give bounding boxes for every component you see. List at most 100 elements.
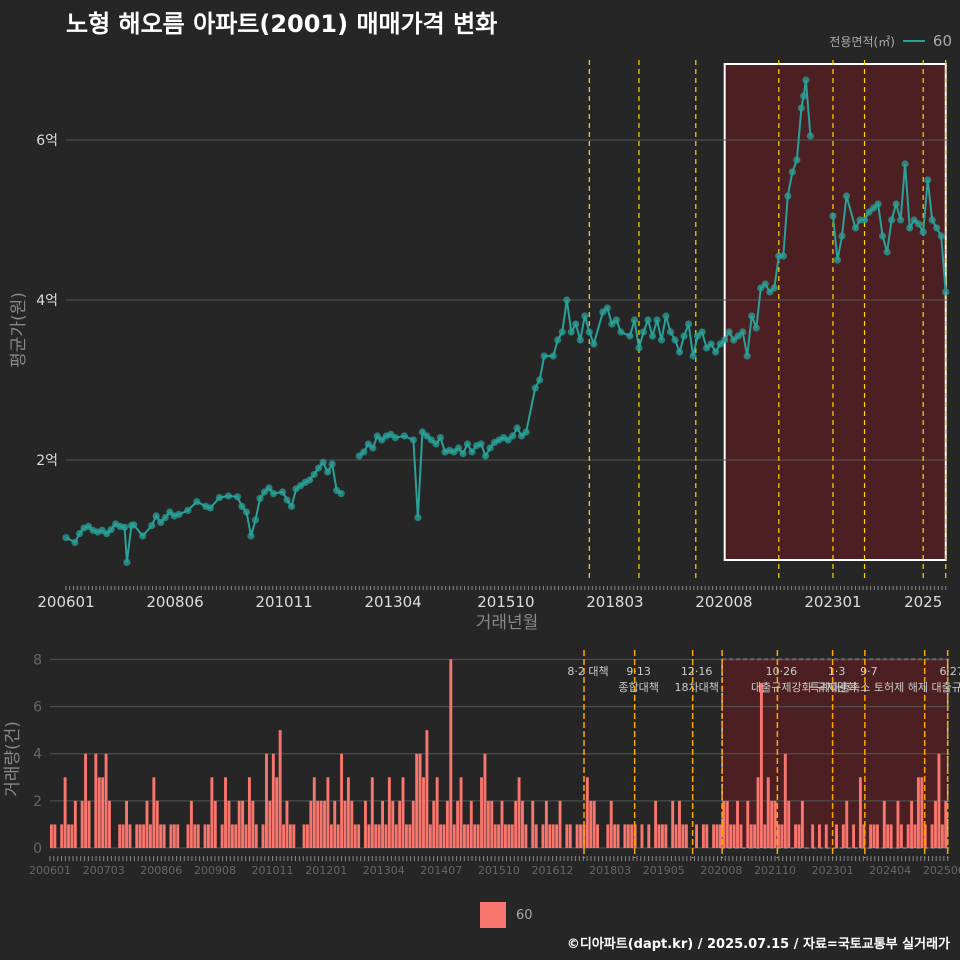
volume-bar bbox=[418, 753, 422, 848]
x-tick-label-volume: 200703 bbox=[83, 864, 125, 877]
price-point bbox=[123, 558, 131, 567]
price-point bbox=[635, 344, 643, 352]
price-point bbox=[576, 336, 584, 344]
volume-bar bbox=[316, 800, 320, 848]
volume-bar bbox=[729, 824, 733, 848]
volume-bar bbox=[521, 800, 524, 848]
price-point bbox=[644, 316, 652, 324]
volume-bar bbox=[517, 777, 521, 848]
volume-bar bbox=[152, 777, 156, 848]
x-tick-label-volume: 200908 bbox=[194, 864, 236, 877]
volume-bar bbox=[463, 824, 466, 848]
x-tick-label-volume: 201011 bbox=[252, 864, 294, 877]
volume-bar bbox=[63, 777, 67, 848]
y-tick-label-volume: 8 bbox=[33, 652, 42, 668]
volume-bar bbox=[497, 824, 501, 848]
price-point bbox=[522, 428, 530, 436]
price-point bbox=[657, 336, 666, 344]
y-axis-title-volume: 거래량(건) bbox=[3, 721, 23, 797]
volume-bar bbox=[800, 800, 804, 848]
price-point bbox=[739, 328, 747, 336]
x-tick-label-volume: 201407 bbox=[420, 864, 462, 877]
price-point bbox=[585, 328, 593, 336]
volume-bar bbox=[592, 800, 596, 848]
price-point bbox=[310, 470, 318, 478]
price-point bbox=[287, 502, 296, 510]
price-point bbox=[878, 232, 887, 240]
volume-bar bbox=[241, 800, 245, 848]
volume-bar bbox=[428, 824, 432, 848]
price-point bbox=[121, 523, 129, 531]
volume-bar bbox=[343, 800, 347, 848]
price-point bbox=[486, 444, 494, 452]
price-point bbox=[224, 492, 233, 500]
volume-bar bbox=[329, 824, 333, 848]
volume-bar bbox=[780, 824, 784, 848]
volume-bar bbox=[459, 777, 463, 848]
volume-bar bbox=[490, 800, 494, 848]
price-point bbox=[897, 216, 905, 224]
volume-bar bbox=[841, 824, 845, 848]
volume-bar bbox=[736, 800, 739, 848]
price-point bbox=[391, 434, 399, 442]
price-point bbox=[71, 538, 79, 547]
legend-top: 전용면적(㎡) 60 bbox=[829, 32, 952, 50]
source-caption: ©디아파트(dapt.kr) / 2025.07.15 / 자료=국토교통부 실… bbox=[566, 937, 950, 952]
x-tick-label-volume: 201510 bbox=[478, 864, 520, 877]
price-point bbox=[75, 530, 84, 538]
volume-bar bbox=[364, 800, 367, 848]
legend-bottom: 60 bbox=[480, 902, 533, 928]
volume-bar bbox=[579, 824, 582, 848]
price-point bbox=[148, 522, 156, 530]
volume-bar bbox=[500, 800, 504, 848]
volume-bar bbox=[319, 800, 323, 848]
volume-bar bbox=[534, 824, 538, 848]
volume-bar bbox=[285, 800, 289, 848]
price-point bbox=[477, 440, 485, 448]
volume-bar bbox=[384, 824, 388, 848]
y-tick-label-volume: 6 bbox=[33, 700, 42, 716]
policy-annotation: 8·2 대책 bbox=[567, 665, 608, 678]
volume-bar bbox=[87, 800, 91, 848]
volume-bar bbox=[193, 824, 197, 848]
price-point bbox=[400, 432, 408, 440]
x-tick-label-volume: 201905 bbox=[643, 864, 685, 877]
price-point bbox=[283, 496, 291, 504]
volume-bar bbox=[609, 800, 613, 848]
x-tick-label-volume: 202008 bbox=[700, 864, 742, 877]
volume-bar bbox=[783, 753, 787, 848]
volume-bar bbox=[606, 824, 610, 848]
volume-bar bbox=[101, 777, 105, 848]
volume-bar bbox=[787, 800, 791, 848]
policy-annotation: 대출규제강화 bbox=[751, 681, 812, 694]
price-point bbox=[906, 224, 914, 232]
price-point bbox=[793, 156, 801, 164]
volume-bar bbox=[340, 753, 344, 848]
volume-bar bbox=[916, 777, 920, 848]
legend-line-swatch bbox=[902, 40, 925, 42]
volume-bar bbox=[370, 777, 374, 848]
volume-bar bbox=[309, 800, 313, 848]
price-point bbox=[554, 336, 562, 344]
price-point bbox=[684, 320, 693, 328]
volume-bar bbox=[684, 824, 688, 848]
policy-annotation: 12·16 bbox=[681, 665, 713, 678]
price-point bbox=[360, 448, 368, 456]
volume-bar bbox=[923, 824, 927, 848]
y-tick-label: 4억 bbox=[36, 293, 58, 309]
volume-bar bbox=[125, 800, 128, 848]
volume-bar bbox=[705, 824, 709, 848]
volume-bar bbox=[797, 824, 801, 848]
volume-bar bbox=[640, 824, 644, 848]
price-point bbox=[779, 252, 787, 260]
volume-bar bbox=[210, 777, 214, 848]
policy-annotation: 9·13 bbox=[626, 665, 651, 678]
policy-annotation: 6·27 bbox=[939, 665, 960, 678]
volume-bar bbox=[773, 800, 777, 848]
volume-bar bbox=[261, 824, 265, 848]
volume-bar bbox=[432, 800, 436, 848]
y-tick-label-volume: 2 bbox=[33, 794, 42, 810]
price-point bbox=[788, 168, 796, 176]
price-point bbox=[770, 284, 778, 292]
